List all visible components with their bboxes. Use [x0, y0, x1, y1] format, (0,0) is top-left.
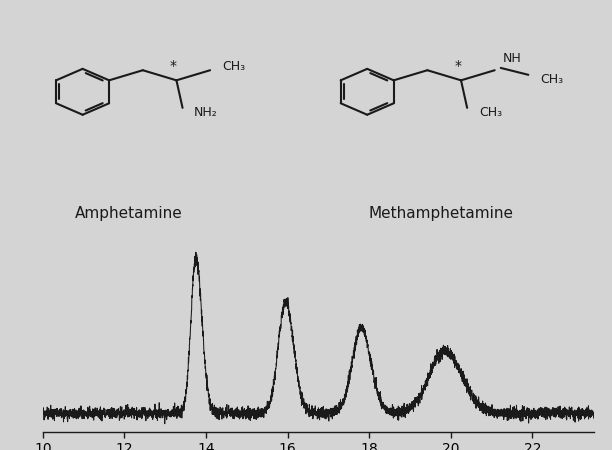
Text: *: *: [170, 58, 177, 72]
Text: NH: NH: [502, 52, 521, 65]
Text: *: *: [455, 58, 461, 72]
Text: CH₃: CH₃: [222, 60, 245, 73]
Text: Amphetamine: Amphetamine: [75, 206, 182, 221]
Text: NH₂: NH₂: [194, 106, 218, 119]
Text: CH₃: CH₃: [479, 106, 502, 119]
Text: Methamphetamine: Methamphetamine: [368, 206, 513, 221]
Text: CH₃: CH₃: [540, 73, 563, 86]
